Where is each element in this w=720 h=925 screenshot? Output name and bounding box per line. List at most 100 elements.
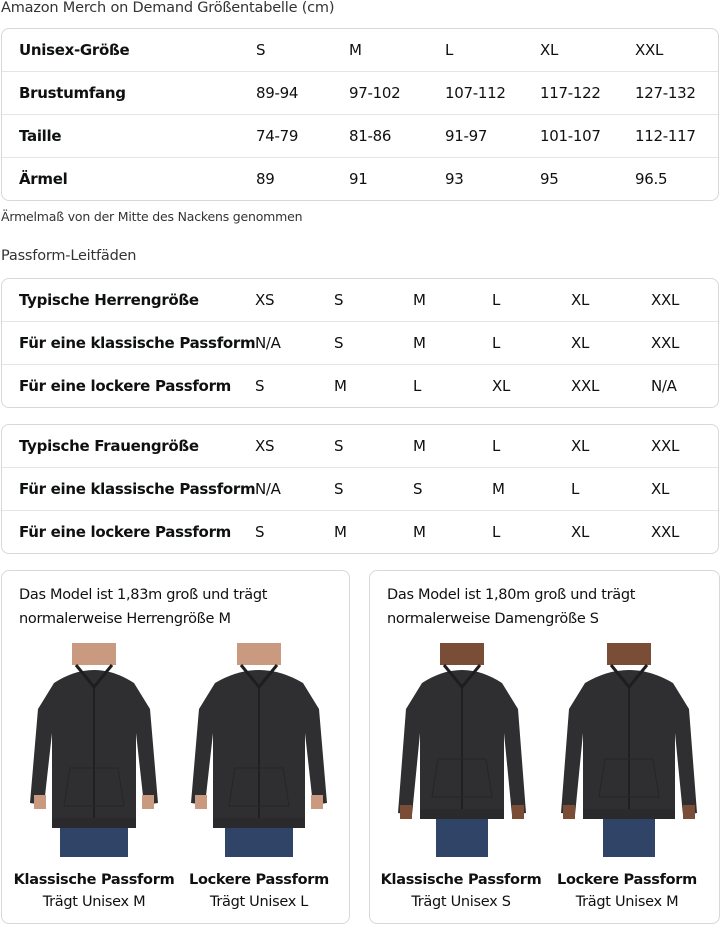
description-line: Das Model ist 1,83m groß und trägt: [19, 587, 268, 603]
men-model-description: Das Model ist 1,83m groß und trägt norma…: [19, 583, 339, 631]
men-classic-fit-photo: [24, 643, 164, 857]
table-cell: XL: [571, 437, 590, 455]
table-cell: XL: [571, 334, 590, 352]
table-cell: XXL: [651, 334, 680, 352]
wears-label: Trägt Unisex M: [42, 894, 146, 910]
fit-guide-title: Passform-Leitfäden: [1, 248, 137, 264]
row-label: Für eine klassische Passform: [19, 334, 256, 352]
table-row: Für eine lockere Passform S M M L XL XXL: [2, 510, 718, 553]
sleeve-note: Ärmelmaß von der Mitte des Nackens genom…: [1, 209, 303, 224]
table-cell: 93: [445, 170, 464, 188]
table-cell: 91: [349, 170, 368, 188]
row-label: Für eine lockere Passform: [19, 377, 231, 395]
women-fit-table: Typische Frauengröße XS S M L XL XXL Für eine k…: [1, 424, 719, 554]
table-cell: N/A: [651, 377, 677, 395]
table-cell: 97-102: [349, 84, 401, 102]
table-cell: L: [492, 523, 501, 541]
table-cell: XXL: [651, 437, 680, 455]
table-row: Typische Herrengröße XS S M L XL XXL: [2, 279, 718, 321]
table-row: Für eine klassische Passform N/A S M L XL XXL: [2, 321, 718, 364]
hoodie-model-image: [191, 643, 327, 857]
table-row: Ärmel 89 91 93 95 96.5: [2, 157, 718, 200]
men-fit-table: Typische Herrengröße XS S M L XL XXL Für eine k…: [1, 278, 719, 408]
table-row: Brustumfang 89-94 97-102 107-112 117-122 127-…: [2, 71, 718, 114]
description-line: normalerweise Damengröße S: [387, 611, 599, 627]
hoodie-model-image: [398, 643, 526, 857]
table-row: Für eine lockere Passform S M L XL XXL N/A: [2, 364, 718, 407]
table-cell: 101-107: [540, 127, 601, 145]
table-row: Für eine klassische Passform N/A S S M L XL: [2, 467, 718, 510]
table-cell: M: [413, 334, 426, 352]
table-cell: M: [413, 437, 426, 455]
table-cell: N/A: [255, 480, 281, 498]
wears-label: Trägt Unisex M: [575, 894, 679, 910]
table-cell: M: [349, 41, 362, 59]
table-cell: M: [413, 291, 426, 309]
wears-label: Trägt Unisex S: [411, 894, 511, 910]
table-cell: 95: [540, 170, 559, 188]
table-cell: 96.5: [635, 170, 668, 188]
table-cell: S: [334, 291, 344, 309]
women-model-card: Das Model ist 1,80m groß und trägt norma…: [369, 570, 720, 924]
men-relaxed-fit-photo: [189, 643, 329, 857]
table-cell: XL: [571, 523, 590, 541]
table-cell: S: [334, 437, 344, 455]
row-label: Für eine klassische Passform: [19, 480, 256, 498]
table-cell: S: [334, 480, 344, 498]
fit-label: Lockere Passform: [189, 872, 329, 888]
row-label: Typische Frauengröße: [19, 437, 199, 455]
table-cell: L: [413, 377, 422, 395]
fit-label: Klassische Passform: [380, 872, 542, 888]
table-cell: 89-94: [256, 84, 299, 102]
table-cell: 89: [256, 170, 275, 188]
table-cell: 107-112: [445, 84, 506, 102]
row-label: Ärmel: [19, 170, 68, 188]
women-relaxed-fit-photo: [559, 643, 699, 857]
women-classic-caption: Klassische Passform Trägt Unisex S: [376, 869, 546, 913]
table-cell: 127-132: [635, 84, 696, 102]
table-cell: XL: [540, 41, 559, 59]
table-cell: M: [413, 523, 426, 541]
page-title: Amazon Merch on Demand Größentabelle (cm…: [1, 0, 335, 16]
table-cell: XXL: [635, 41, 664, 59]
fit-label: Klassische Passform: [13, 872, 175, 888]
row-label: Typische Herrengröße: [19, 291, 199, 309]
table-cell: N/A: [255, 334, 281, 352]
table-cell: 91-97: [445, 127, 488, 145]
table-cell: L: [571, 480, 580, 498]
table-cell: XXL: [651, 291, 680, 309]
table-cell: L: [492, 334, 501, 352]
description-line: Das Model ist 1,80m groß und trägt: [387, 587, 636, 603]
fit-label: Lockere Passform: [557, 872, 697, 888]
table-row: Unisex-Größe S M L XL XXL: [2, 29, 718, 71]
table-cell: XXL: [571, 377, 600, 395]
description-line: normalerweise Herrengröße M: [19, 611, 231, 627]
row-label: Brustumfang: [19, 84, 126, 102]
table-cell: S: [255, 377, 265, 395]
table-cell: S: [255, 523, 265, 541]
table-cell: L: [445, 41, 454, 59]
table-cell: L: [492, 291, 501, 309]
table-cell: M: [334, 523, 347, 541]
table-cell: M: [334, 377, 347, 395]
table-cell: S: [256, 41, 266, 59]
women-relaxed-caption: Lockere Passform Trägt Unisex M: [542, 869, 712, 913]
table-cell: S: [334, 334, 344, 352]
wears-label: Trägt Unisex L: [209, 894, 309, 910]
table-cell: 112-117: [635, 127, 696, 145]
table-cell: XS: [255, 291, 275, 309]
table-cell: S: [413, 480, 423, 498]
table-cell: XL: [571, 291, 590, 309]
table-row: Taille 74-79 81-86 91-97 101-107 112-117: [2, 114, 718, 157]
men-classic-caption: Klassische Passform Trägt Unisex M: [9, 869, 179, 913]
row-label: Für eine lockere Passform: [19, 523, 231, 541]
table-cell: XL: [651, 480, 670, 498]
men-relaxed-caption: Lockere Passform Trägt Unisex L: [174, 869, 344, 913]
table-row: Typische Frauengröße XS S M L XL XXL: [2, 425, 718, 467]
row-label: Taille: [19, 127, 62, 145]
table-cell: XL: [492, 377, 511, 395]
table-cell: L: [492, 437, 501, 455]
table-cell: 81-86: [349, 127, 392, 145]
table-cell: XS: [255, 437, 275, 455]
men-model-card: Das Model ist 1,83m groß und trägt norma…: [1, 570, 350, 924]
